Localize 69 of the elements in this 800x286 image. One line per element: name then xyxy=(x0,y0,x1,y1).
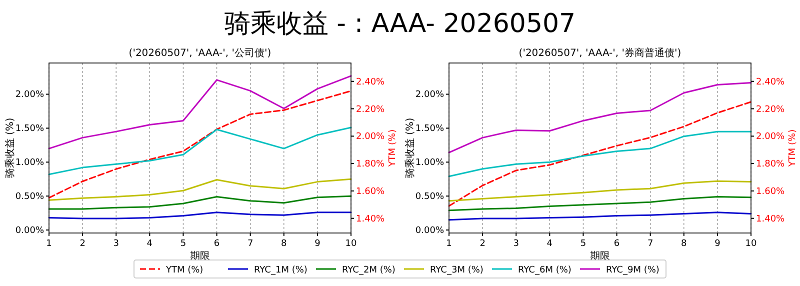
x-tick-label: 7 xyxy=(247,239,254,249)
x-tick-label: 1 xyxy=(46,239,52,249)
chart-subtitle: ('20260507', 'AAA-', '券商普通债') xyxy=(518,47,682,59)
chart-title: 骑乘收益 - : AAA- 20260507 xyxy=(224,9,576,39)
legend-label: RYC_9M (%) xyxy=(606,266,660,276)
legend-label: RYC_3M (%) xyxy=(430,266,484,276)
legend-label: RYC_1M (%) xyxy=(254,266,308,276)
x-tick-label: 2 xyxy=(80,239,86,249)
line-series xyxy=(48,195,352,210)
y-tick-label: 0.00% xyxy=(15,226,44,236)
chart-subtitle: ('20260507', 'AAA-', '公司债') xyxy=(128,47,272,59)
line-series xyxy=(48,212,352,220)
x-tick-label: 10 xyxy=(345,239,357,249)
x-tick-label: 5 xyxy=(580,239,586,249)
legend-label: RYC_6M (%) xyxy=(518,266,572,276)
y2-tick-label: 1.40% xyxy=(756,214,786,224)
y-tick-label: 0.00% xyxy=(415,226,444,236)
line-series xyxy=(448,101,752,207)
y2-tick-label: 1.60% xyxy=(356,186,386,197)
y-axis-title: 骑乘收益 (%) xyxy=(404,118,416,178)
y-tick-label: 1.00% xyxy=(415,158,444,168)
y-axis-title: 骑乘收益 (%) xyxy=(4,118,16,178)
x-tick-label: 10 xyxy=(745,239,757,249)
line-series xyxy=(48,75,352,150)
x-tick-label: 7 xyxy=(647,239,654,249)
y2-tick-label: 2.40% xyxy=(756,77,786,88)
x-axis-title: 期限 xyxy=(190,250,210,262)
y2-tick-label: 2.20% xyxy=(756,104,786,115)
line-series xyxy=(448,212,752,221)
x-tick-label: 6 xyxy=(214,239,220,249)
x-tick-label: 3 xyxy=(513,239,519,249)
x-tick-label: 5 xyxy=(180,239,186,249)
line-series xyxy=(48,90,352,199)
x-tick-label: 4 xyxy=(146,239,153,249)
x-tick-label: 9 xyxy=(714,239,721,249)
y2-axis-title: YTM (%) xyxy=(788,129,798,168)
y2-tick-label: 2.00% xyxy=(756,132,786,142)
legend-label: RYC_2M (%) xyxy=(342,266,396,276)
x-tick-label: 3 xyxy=(113,239,119,249)
x-tick-label: 2 xyxy=(480,239,486,249)
y2-axis-title: YTM (%) xyxy=(388,129,398,168)
x-tick-label: 8 xyxy=(681,239,688,249)
y2-tick-label: 1.80% xyxy=(756,160,786,170)
y-tick-label: 1.50% xyxy=(15,124,44,134)
y2-tick-label: 1.60% xyxy=(756,186,786,197)
y-tick-label: 2.00% xyxy=(415,90,444,100)
legend-label: YTM (%) xyxy=(165,266,204,276)
y-tick-label: 1.50% xyxy=(415,124,444,134)
y-tick-label: 0.50% xyxy=(15,192,44,202)
line-series xyxy=(48,126,352,176)
y2-tick-label: 1.40% xyxy=(356,214,386,224)
line-series xyxy=(448,180,752,202)
x-tick-label: 4 xyxy=(546,239,553,249)
y2-tick-label: 2.00% xyxy=(356,132,386,142)
line-series xyxy=(448,130,752,178)
x-tick-label: 1 xyxy=(446,239,452,249)
y-tick-label: 0.50% xyxy=(415,192,444,202)
x-tick-label: 8 xyxy=(281,239,288,249)
line-series xyxy=(448,82,752,154)
y-tick-label: 2.00% xyxy=(15,90,44,100)
x-tick-label: 9 xyxy=(314,239,321,249)
x-tick-label: 6 xyxy=(614,239,620,249)
y2-tick-label: 2.40% xyxy=(356,77,386,88)
line-series xyxy=(48,178,352,201)
y2-tick-label: 2.20% xyxy=(356,104,386,115)
x-axis-title: 期限 xyxy=(590,250,610,262)
y-tick-label: 1.00% xyxy=(15,158,44,168)
y2-tick-label: 1.80% xyxy=(356,160,386,170)
line-series xyxy=(448,196,752,212)
